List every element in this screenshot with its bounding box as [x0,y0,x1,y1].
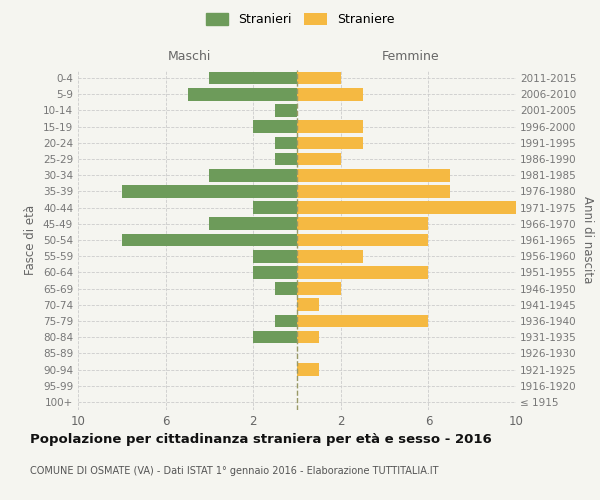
Bar [209,169,297,181]
Bar [297,152,341,166]
Bar [297,234,428,246]
Bar [297,169,451,181]
Bar [297,298,319,311]
Bar [297,185,451,198]
Bar [209,218,297,230]
Bar [275,282,297,295]
Y-axis label: Fasce di età: Fasce di età [25,205,37,275]
Bar [297,363,319,376]
Bar [209,72,297,85]
Bar [253,120,297,133]
Bar [122,185,297,198]
Bar [297,88,363,101]
Legend: Stranieri, Straniere: Stranieri, Straniere [202,8,398,29]
Bar [297,136,363,149]
Text: Maschi: Maschi [167,50,211,62]
Bar [122,234,297,246]
Text: Popolazione per cittadinanza straniera per età e sesso - 2016: Popolazione per cittadinanza straniera p… [30,432,492,446]
Bar [188,88,297,101]
Bar [253,202,297,214]
Bar [253,250,297,262]
Bar [297,120,363,133]
Bar [275,152,297,166]
Bar [297,266,428,278]
Bar [297,72,341,85]
Bar [275,104,297,117]
Text: Femmine: Femmine [382,50,440,62]
Bar [297,282,341,295]
Bar [253,266,297,278]
Bar [297,202,516,214]
Bar [297,314,428,328]
Y-axis label: Anni di nascita: Anni di nascita [581,196,593,284]
Text: COMUNE DI OSMATE (VA) - Dati ISTAT 1° gennaio 2016 - Elaborazione TUTTITALIA.IT: COMUNE DI OSMATE (VA) - Dati ISTAT 1° ge… [30,466,439,476]
Bar [253,331,297,344]
Bar [275,314,297,328]
Bar [275,136,297,149]
Bar [297,331,319,344]
Bar [297,218,428,230]
Bar [297,250,363,262]
